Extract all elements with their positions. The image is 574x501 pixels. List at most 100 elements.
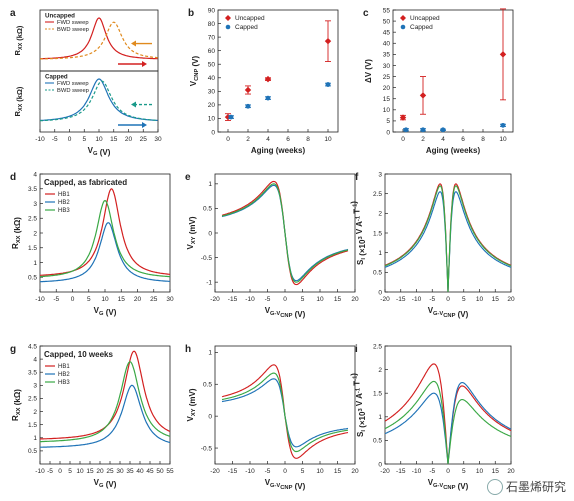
panel-a-subplot-0-ylabel: RXX (kΩ) <box>13 25 24 55</box>
panel-d-ylabel: RXX (kΩ) <box>11 217 22 249</box>
panel-b-capped-point-0 <box>228 114 234 120</box>
panel-g-ytick-label-1: 1 <box>33 435 37 442</box>
panel-i-xtick-label-0: -20 <box>380 468 390 475</box>
panel-c-xtick-label-0: 0 <box>401 136 405 143</box>
panel-d-xtick-label-0: -10 <box>35 296 45 303</box>
panel-c-ytick-label-1: 5 <box>386 118 390 125</box>
panel-f-ylabel: SI (×103 V A-1 T-1) <box>350 201 367 265</box>
panel-e-letter: e <box>185 172 191 183</box>
panel-d-xlabel: VG (V) <box>94 306 117 317</box>
panel-f-frame <box>384 173 512 293</box>
panel-h-xtick-label-2: -10 <box>245 468 255 475</box>
panel-c-capped-point-2 <box>440 127 446 133</box>
panel-b-uncapped-point-3 <box>324 37 332 45</box>
panel-b-xtick-label-2: 4 <box>266 136 270 143</box>
panel-b-ytick-label-9: 90 <box>208 7 216 14</box>
panel-b-ylabel: VCNP (V) <box>189 55 200 86</box>
panel-g-ytick-label-8: 4.5 <box>28 343 37 350</box>
panel-h-ytick-label-2: 0.5 <box>203 382 212 389</box>
panel-d-xtick-label-7: 25 <box>150 296 158 303</box>
panel-f-ytick-label-0: 0 <box>378 289 382 296</box>
panel-d-ytick-label-5: 3 <box>33 201 37 208</box>
panel-h-xtick-label-3: -5 <box>265 468 271 475</box>
panel-f-series-hb1 <box>384 183 512 293</box>
panel-f-xtick-label-5: 5 <box>462 296 466 303</box>
panel-a-xtick-label-4: 10 <box>95 136 103 143</box>
panel-c-uncapped-point-0 <box>399 114 407 121</box>
panel-h-ylabel: VXY (mV) <box>186 388 197 421</box>
panel-f: -20 -15 -10 -5 0 5 10 15 20 0 0.5 1 1.5 2 2.5 3 f VG-VCNP… <box>350 171 515 319</box>
panel-a-xtick-label-6: 20 <box>125 136 133 143</box>
panel-g-xtick-label-13: 55 <box>166 468 174 475</box>
panel-i-ytick-label-2: 1 <box>378 414 382 421</box>
panel-b-uncapped-point-1 <box>244 86 252 94</box>
panel-h-ytick-label-3: 1 <box>208 350 212 357</box>
panel-g-ytick-label-5: 3 <box>33 383 37 390</box>
panel-b-ytick-label-1: 10 <box>208 116 216 123</box>
panel-b-capped-point-1 <box>245 103 251 109</box>
panel-h-xlabel: VG-VCNP (V) <box>265 478 306 491</box>
panel-g-xtick-label-7: 25 <box>106 468 114 475</box>
panel-d-ytick-label-7: 4 <box>33 171 37 178</box>
panel-g-ytick-label-3: 2 <box>33 409 37 416</box>
panel-c-xtick-label-1: 2 <box>421 136 425 143</box>
panel-a-xtick-label-3: 5 <box>82 136 86 143</box>
panel-e-xtick-label-1: -15 <box>228 296 238 303</box>
panel-f-xtick-label-8: 20 <box>507 296 515 303</box>
panel-i-xtick-label-3: -5 <box>429 468 435 475</box>
panel-d-xtick-label-8: 30 <box>166 296 174 303</box>
panel-a-subplot-0-series-0 <box>40 17 158 60</box>
panel-c-xtick-label-5: 10 <box>499 136 507 143</box>
panel-a-subplot-0-series-1 <box>40 21 158 60</box>
panel-c-ytick-label-2: 10 <box>383 107 391 114</box>
panel-c-xtick-label-2: 4 <box>441 136 445 143</box>
panel-d-letter: d <box>10 172 16 183</box>
panel-g-ytick-label-0: 0.5 <box>28 448 37 455</box>
panel-g: -10 -5 0 5 10 15 20 25 30 35 40 45 50 55 0.5 1 1.5 2 2.5 3 3… <box>10 343 174 489</box>
panel-g-ytick-label-6: 3.5 <box>28 370 37 377</box>
panel-e-xlabel: VG-VCNP (V) <box>265 306 306 319</box>
panel-d-ytick-label-1: 1 <box>33 260 37 267</box>
panel-c-uncapped-point-2 <box>499 51 507 58</box>
panel-f-xtick-label-0: -20 <box>380 296 390 303</box>
panel-i-ytick-label-3: 1.5 <box>373 391 382 398</box>
panel-g-xtick-label-11: 45 <box>146 468 154 475</box>
panel-f-ytick-label-2: 1 <box>378 250 382 257</box>
panel-c-ytick-label-8: 40 <box>383 41 391 48</box>
panel-c-legend-marker-1 <box>400 24 406 30</box>
panel-a-xtick-label-7: 25 <box>140 136 148 143</box>
panel-i-xtick-label-1: -15 <box>396 468 406 475</box>
panel-e-ytick-label-0: -1 <box>206 279 212 286</box>
panel-i-xtick-label-5: 5 <box>462 468 466 475</box>
panel-d-xtick-label-4: 10 <box>101 296 109 303</box>
panel-h-xtick-label-6: 10 <box>316 468 324 475</box>
panel-f-xtick-label-3: -5 <box>429 296 435 303</box>
panel-b-ytick-label-4: 40 <box>208 75 216 82</box>
panel-d-xtick-label-6: 20 <box>134 296 142 303</box>
panel-d-xtick-label-3: 5 <box>87 296 91 303</box>
panel-b-xtick-label-5: 10 <box>324 136 332 143</box>
panel-c-legend-label-1: Capped <box>410 24 433 31</box>
panel-c-capped-point-0 <box>403 127 409 133</box>
panel-c-ytick-label-4: 20 <box>383 85 391 92</box>
panel-c-xlabel: Aging (weeks) <box>426 146 481 155</box>
panel-b-xtick-label-0: 0 <box>226 136 230 143</box>
panel-e-series-hb3 <box>221 183 349 283</box>
panel-i-xlabel: VG-VCNP (V) <box>428 478 469 491</box>
panel-c-uncapped-point-1 <box>419 92 427 99</box>
panel-c-ytick-label-6: 30 <box>383 63 391 70</box>
panel-e-ytick-label-2: 0 <box>208 230 212 237</box>
panel-a-subplot-1-legend-label-1: BWD sweep <box>57 88 89 94</box>
panel-g-letter: g <box>10 344 16 355</box>
panel-e-xtick-label-6: 10 <box>316 296 324 303</box>
panel-g-series-hb2 <box>40 384 171 448</box>
panel-b-ytick-label-7: 70 <box>208 34 216 41</box>
panel-b-xlabel: Aging (weeks) <box>251 146 306 155</box>
panel-g-frame <box>39 345 171 465</box>
panel-c-xtick-label-3: 6 <box>461 136 465 143</box>
panel-a-subplot-1-ylabel: RXX (kΩ) <box>13 86 24 116</box>
panel-d-ytick-label-6: 3.5 <box>28 186 37 193</box>
panel-f-series-hb3 <box>384 185 512 293</box>
